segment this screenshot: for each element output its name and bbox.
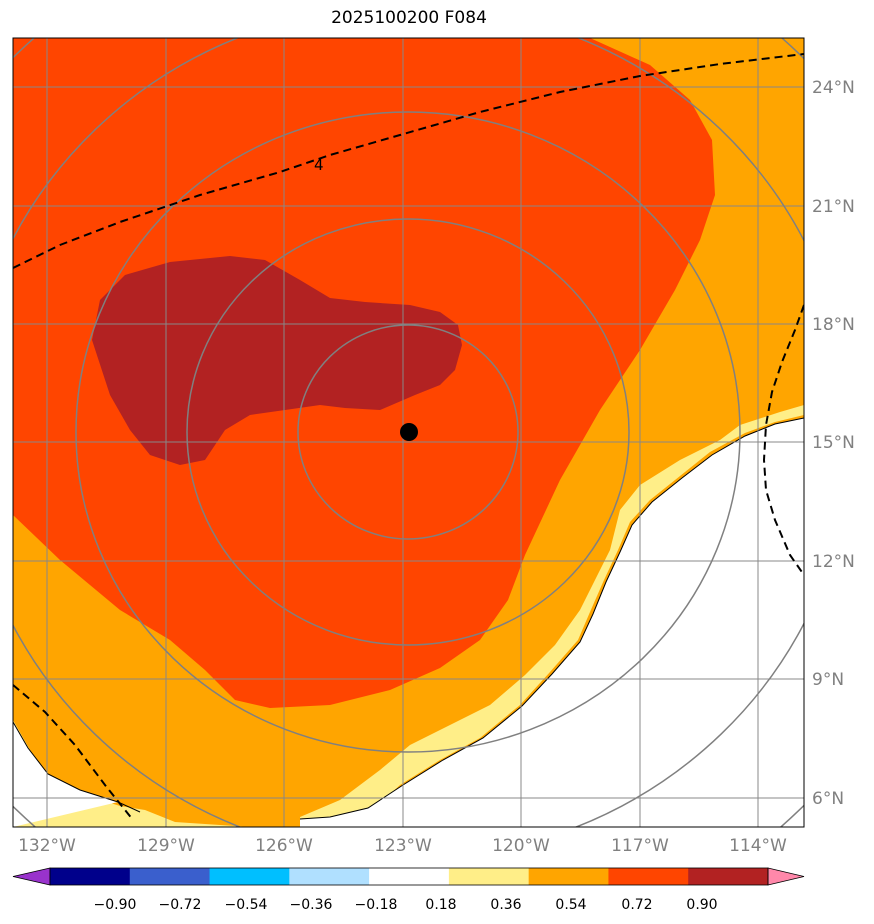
lat-label: 6°N: [812, 789, 844, 809]
colorbar-label: 0.36: [490, 897, 521, 913]
lon-label: 126°W: [255, 836, 313, 856]
colorbar-label: 0.54: [555, 897, 586, 913]
lat-label: 21°N: [812, 197, 855, 217]
colorbar-segment: [129, 868, 211, 885]
lon-label: 120°W: [492, 836, 550, 856]
contour-label: 4: [314, 156, 324, 174]
storm-center-marker: [400, 423, 418, 441]
dashed-contours: [13, 53, 804, 821]
lat-label: 15°N: [812, 433, 855, 453]
colorbar: [12, 867, 805, 886]
colorbar-segment: [209, 868, 290, 885]
coastline-west: [13, 721, 141, 813]
colorbar-label: −0.90: [94, 897, 137, 913]
lat-label: 18°N: [812, 315, 855, 335]
colorbar-label: 0.18: [425, 897, 456, 913]
map-frame: [12, 37, 805, 828]
colorbar-extend-low: [12, 867, 51, 886]
lon-label: 132°W: [18, 836, 76, 856]
lat-label: 9°N: [812, 670, 844, 690]
lat-labels: 24°N 21°N 18°N 15°N 12°N 9°N 6°N: [812, 78, 855, 809]
colorbar-segment: [50, 868, 131, 885]
land-area: [300, 418, 804, 827]
lon-label: 114°W: [729, 836, 787, 856]
colorbar-segment: [688, 868, 769, 885]
colorbar-label: −0.36: [290, 897, 333, 913]
lon-label: 123°W: [374, 836, 432, 856]
colorbar-extend-high: [767, 867, 805, 886]
colorbar-label: −0.72: [159, 897, 202, 913]
map-title: 2025100200 F084: [331, 8, 487, 28]
colorbar-segment: [369, 868, 450, 885]
land-area-west: [13, 722, 118, 827]
colorbar-labels: −0.90 −0.72 −0.54 −0.36 −0.18 0.18 0.36 …: [94, 897, 718, 913]
colorbar-label: 0.72: [621, 897, 652, 913]
field-band-0.72-0.90: [92, 256, 462, 465]
colorbar-label: −0.54: [225, 897, 268, 913]
colorbar-segment: [448, 868, 530, 885]
colorbar-segment: [289, 868, 370, 885]
lon-labels: 132°W 129°W 126°W 123°W 120°W 117°W 114°…: [18, 836, 787, 856]
colorbar-segment: [528, 868, 609, 885]
lon-label: 117°W: [611, 836, 669, 856]
colorbar-label: −0.18: [355, 897, 398, 913]
lat-label: 24°N: [812, 78, 855, 98]
colorbar-segment: [608, 868, 689, 885]
colorbar-frame: [49, 867, 769, 886]
lat-label: 12°N: [812, 552, 855, 572]
lon-label: 129°W: [137, 836, 195, 856]
colorbar-label: 0.90: [686, 897, 717, 913]
